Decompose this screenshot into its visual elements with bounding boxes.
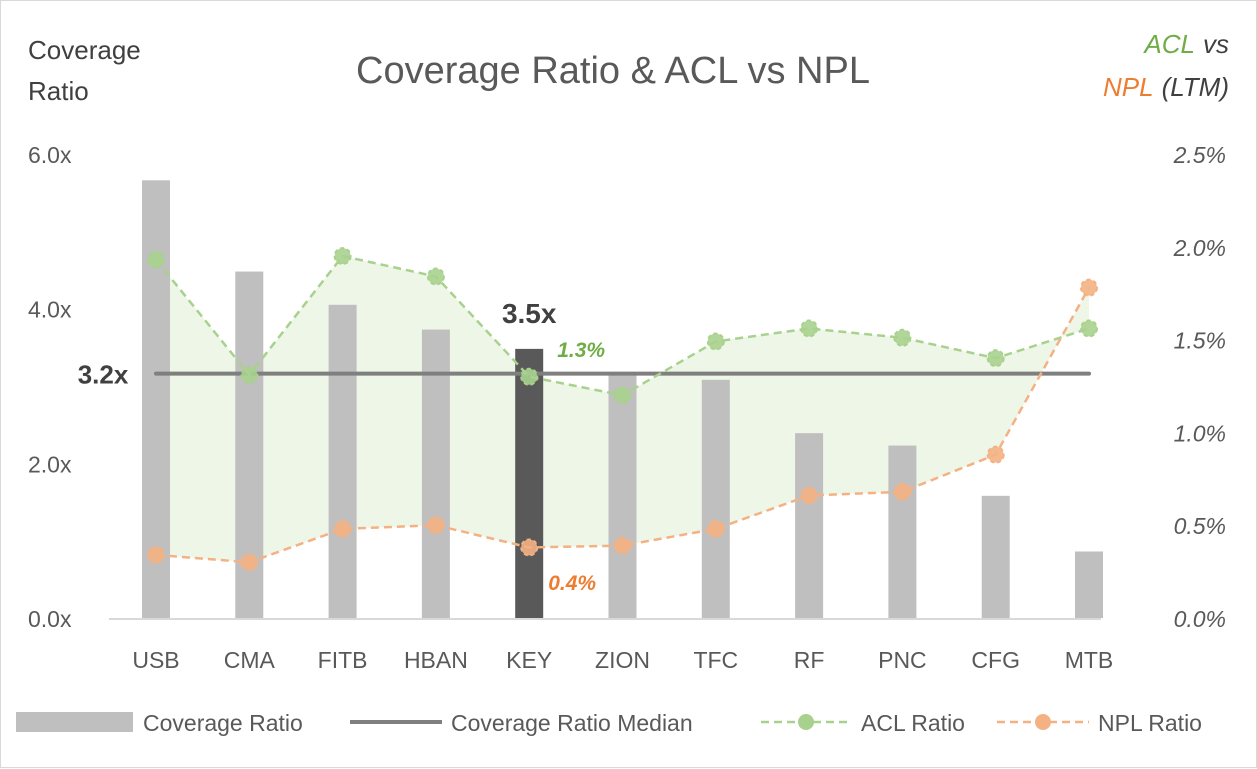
acl-marker-pnc bbox=[893, 328, 912, 347]
bar-cfg bbox=[981, 495, 1010, 618]
acl-marker-usb bbox=[147, 250, 165, 269]
npl-marker-zion bbox=[613, 536, 632, 555]
bar-rf bbox=[795, 433, 824, 618]
acl-marker-mtb bbox=[1080, 319, 1098, 338]
bar-mtb bbox=[1075, 551, 1103, 618]
legend-label-acl: ACL Ratio bbox=[861, 710, 965, 736]
acl-marker-hban bbox=[426, 267, 445, 286]
legend-label-median: Coverage Ratio Median bbox=[451, 710, 693, 736]
npl-marker-hban bbox=[426, 516, 445, 535]
legend-swatch-coverage-ratio bbox=[16, 712, 133, 732]
legend: Coverage Ratio Coverage Ratio Median ACL R… bbox=[16, 710, 1202, 736]
npl-marker-rf bbox=[800, 486, 819, 505]
right-y-tick-label: 0.0% bbox=[1174, 606, 1226, 632]
bar-zion bbox=[608, 374, 637, 618]
npl-marker-key bbox=[520, 538, 539, 557]
legend-label-coverage-ratio: Coverage Ratio bbox=[143, 710, 303, 736]
acl-marker-cfg bbox=[986, 349, 1005, 368]
x-tick-label: CMA bbox=[224, 647, 276, 673]
right-y-tick-label: 2.0% bbox=[1173, 235, 1226, 261]
right-y-tick-label: 1.5% bbox=[1174, 328, 1226, 354]
legend-label-npl: NPL Ratio bbox=[1098, 710, 1202, 736]
acl-marker-fitb bbox=[333, 247, 352, 266]
x-tick-label: CFG bbox=[971, 647, 1020, 673]
acl-marker-cma bbox=[240, 365, 259, 384]
npl-marker-fitb bbox=[333, 519, 352, 538]
plot-area: 3.2x USB CMA FITB HBAN KEY ZION TFC RF PNC CFG MTB 0… bbox=[28, 142, 1226, 673]
npl-marker-cfg bbox=[986, 445, 1005, 464]
x-tick-label: KEY bbox=[506, 647, 552, 673]
key-npl-label: 0.4% bbox=[548, 572, 596, 595]
ltm-label: (LTM) bbox=[1162, 72, 1229, 102]
right-axis-title-line1: ACL vs bbox=[1142, 29, 1229, 59]
x-tick-label: USB bbox=[132, 647, 179, 673]
bar-fitb bbox=[328, 304, 357, 618]
x-tick-label: ZION bbox=[595, 647, 650, 673]
bar-tfc bbox=[701, 379, 730, 618]
key-acl-label: 1.3% bbox=[557, 339, 605, 362]
acl-marker-rf bbox=[800, 319, 819, 338]
median-label: 3.2x bbox=[78, 360, 129, 390]
left-axis-title-line1: Coverage bbox=[28, 35, 141, 65]
x-tick-label: FITB bbox=[318, 647, 368, 673]
chart-title: Coverage Ratio & ACL vs NPL bbox=[356, 50, 870, 92]
npl-marker-mtb bbox=[1080, 278, 1098, 297]
right-y-tick-label: 1.0% bbox=[1174, 420, 1226, 446]
bar-key bbox=[515, 348, 544, 618]
right-y-tick-label: 0.5% bbox=[1174, 513, 1226, 539]
key-coverage-label: 3.5x bbox=[502, 298, 557, 329]
legend-swatch-npl-marker bbox=[1035, 714, 1051, 730]
acl-marker-key bbox=[520, 367, 539, 386]
legend-swatch-acl-marker bbox=[798, 714, 814, 730]
right-y-tick-label: 2.5% bbox=[1173, 142, 1226, 168]
acl-marker-zion bbox=[613, 386, 632, 405]
left-axis-title-line2: Ratio bbox=[28, 76, 89, 106]
acl-label: ACL bbox=[1142, 29, 1195, 59]
npl-marker-cma bbox=[240, 553, 259, 572]
bar-hban bbox=[421, 329, 450, 618]
x-tick-label: HBAN bbox=[404, 647, 468, 673]
npl-marker-tfc bbox=[706, 519, 725, 538]
npl-marker-pnc bbox=[893, 482, 912, 501]
acl-marker-tfc bbox=[706, 332, 725, 351]
npl-marker-usb bbox=[147, 545, 165, 564]
x-tick-label: PNC bbox=[878, 647, 927, 673]
left-y-tick-label: 2.0x bbox=[28, 451, 72, 477]
x-tick-label: TFC bbox=[693, 647, 738, 673]
left-y-tick-label: 0.0x bbox=[28, 606, 72, 632]
x-tick-label: MTB bbox=[1065, 647, 1114, 673]
right-axis-title-line2: NPL (LTM) bbox=[1103, 72, 1229, 102]
npl-label: NPL bbox=[1103, 72, 1154, 102]
bar-pnc bbox=[888, 445, 917, 618]
left-y-tick-label: 6.0x bbox=[28, 142, 72, 168]
left-y-tick-label: 4.0x bbox=[28, 297, 72, 323]
vs-label: vs bbox=[1203, 29, 1229, 59]
x-tick-label: RF bbox=[794, 647, 825, 673]
